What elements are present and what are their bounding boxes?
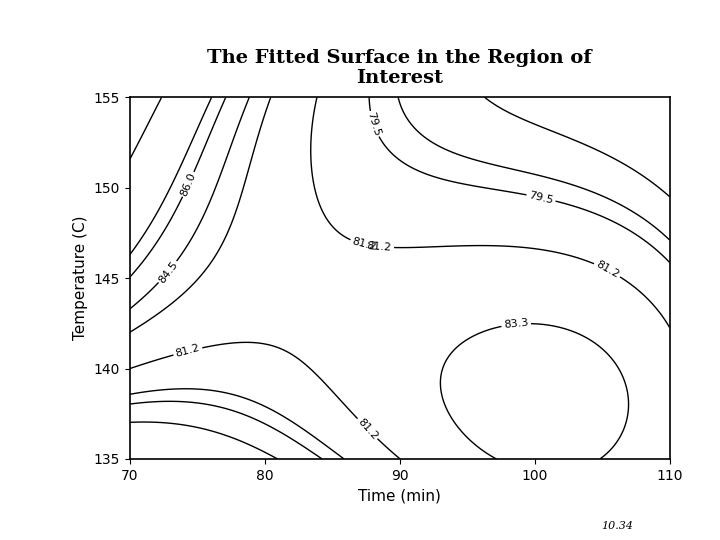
Text: 81.2: 81.2 [356, 416, 379, 441]
Text: 83.3: 83.3 [503, 318, 529, 330]
Title: The Fitted Surface in the Region of
Interest: The Fitted Surface in the Region of Inte… [207, 49, 592, 87]
Text: 81.2: 81.2 [594, 259, 621, 280]
X-axis label: Time (min): Time (min) [358, 488, 441, 503]
Text: 81.2: 81.2 [174, 343, 201, 360]
Text: 86.0: 86.0 [179, 171, 198, 198]
Text: 79.5: 79.5 [365, 111, 382, 137]
Text: 10.34: 10.34 [602, 521, 634, 531]
Y-axis label: Temperature (C): Temperature (C) [73, 216, 88, 340]
Text: 81.2: 81.2 [366, 241, 392, 253]
Text: 84.5: 84.5 [156, 259, 179, 285]
Text: 81.2: 81.2 [351, 237, 378, 252]
Text: 79.5: 79.5 [528, 190, 554, 206]
